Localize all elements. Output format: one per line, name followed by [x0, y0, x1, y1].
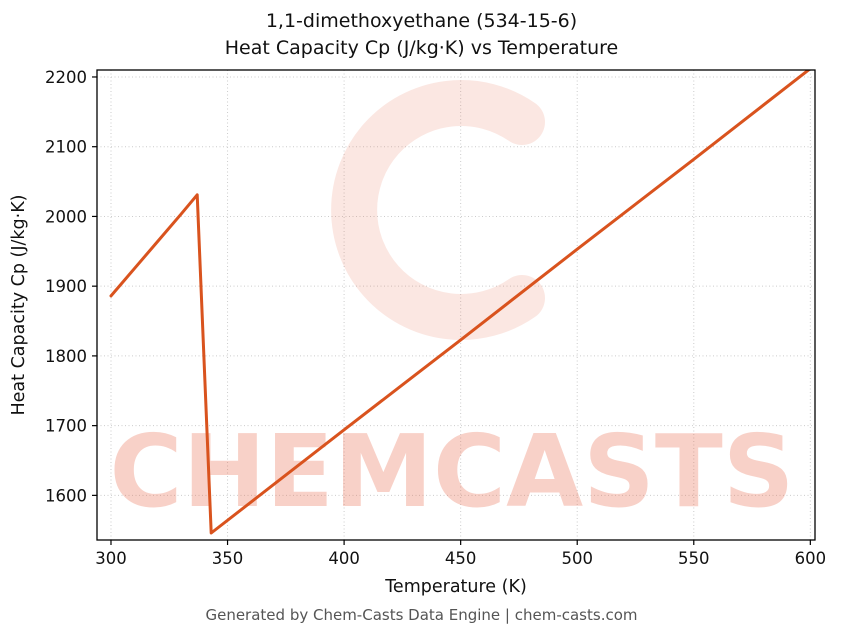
- chart-line: [109, 70, 811, 535]
- chart-title: 1,1-dimethoxyethane (534-15-6) Heat Capa…: [0, 8, 843, 62]
- x-tick-label: 300: [95, 549, 127, 568]
- y-tick-label: 1900: [45, 277, 87, 296]
- x-tick-label: 450: [445, 549, 477, 568]
- y-axis-label: Heat Capacity Cp (J/kg·K): [9, 195, 29, 416]
- x-tick-label: 400: [328, 549, 360, 568]
- x-tick-label: 550: [678, 549, 710, 568]
- footer-text: Generated by Chem-Casts Data Engine | ch…: [205, 606, 638, 624]
- y-tick-label: 1700: [45, 417, 87, 436]
- y-tick-label: 2200: [45, 68, 87, 87]
- x-tick-label: 350: [212, 549, 244, 568]
- y-tick-label: 1600: [45, 486, 87, 505]
- watermark-text: CHEMCASTS: [110, 413, 795, 530]
- y-tick-label: 1800: [45, 347, 87, 366]
- chart-title-line1: 1,1-dimethoxyethane (534-15-6): [265, 10, 578, 32]
- chart-title-line2: Heat Capacity Cp (J/kg·K) vs Temperature: [224, 37, 619, 59]
- y-tick-label: 2000: [45, 207, 87, 226]
- plot-border: [96, 69, 816, 541]
- watermark-logo-icon: [331, 80, 545, 340]
- y-tick-label: 2100: [45, 138, 87, 157]
- x-tick-label: 500: [561, 549, 593, 568]
- x-tick-label: 600: [795, 549, 827, 568]
- x-axis-label: Temperature (K): [384, 577, 527, 597]
